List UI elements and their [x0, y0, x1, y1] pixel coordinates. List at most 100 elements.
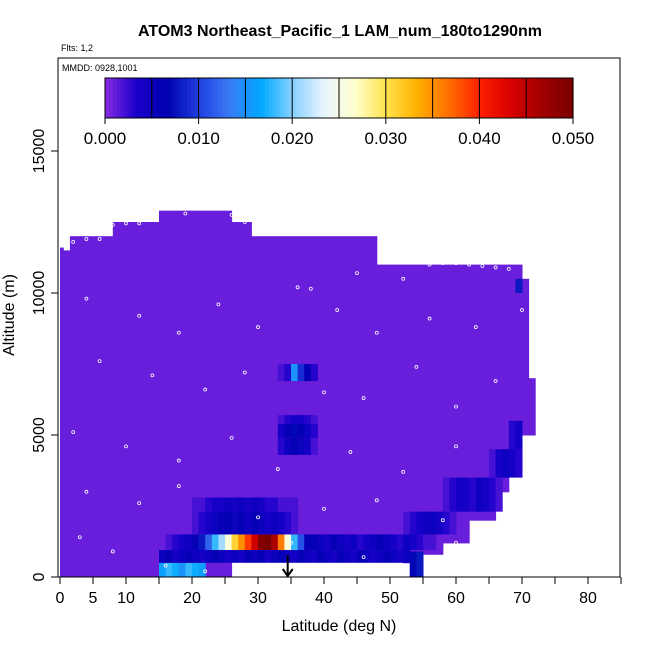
- feature-2-cell-26: [403, 550, 411, 563]
- feature-13-cell-0: [277, 437, 285, 455]
- feature-7-cell-9: [251, 511, 259, 535]
- feature-8-cell-1: [198, 497, 206, 512]
- feature-2-cell-9: [291, 550, 299, 563]
- feature-4-cell-7: [205, 534, 213, 551]
- coverage-block-12: [423, 264, 444, 555]
- sample-point-28: [374, 330, 379, 335]
- colorbar-segment-19: [179, 78, 184, 118]
- sample-point-24: [176, 330, 181, 335]
- colorbar-segment-82: [424, 78, 430, 118]
- colorbar-segment-80: [417, 78, 422, 118]
- feature-5-cell-4: [244, 534, 252, 551]
- colorbar-segment-11: [147, 78, 153, 118]
- colorbar-segment-63: [350, 78, 356, 118]
- feature-15-cell-4: [304, 415, 312, 424]
- coverage-block-2: [69, 236, 114, 578]
- feature-0-cell-2: [172, 562, 180, 577]
- colorbar-segment-111: [537, 78, 543, 118]
- sample-point-49: [84, 489, 89, 494]
- colorbar-segment-101: [498, 78, 504, 118]
- feature-5-cell-0: [218, 534, 226, 551]
- feature-7-cell-13: [277, 511, 285, 535]
- colorbar-segment-115: [553, 78, 558, 118]
- feature-8-cell-8: [244, 497, 252, 512]
- sample-point-33: [150, 373, 155, 378]
- sample-point-23: [137, 313, 142, 318]
- sample-point-62: [388, 568, 392, 572]
- feature-0-cell-0: [159, 562, 167, 577]
- feature-7-cell-11: [264, 511, 272, 535]
- sample-point-6: [183, 211, 188, 216]
- colorbar-tick-label-0: 0.000: [84, 129, 127, 148]
- feature-8-cell-7: [238, 497, 246, 512]
- colorbar-segment-116: [557, 78, 562, 118]
- feature-10-cell-6: [482, 477, 490, 512]
- feature-0-cell-6: [198, 562, 206, 577]
- feature-2-cell-4: [258, 550, 266, 563]
- sample-point-16: [493, 265, 498, 270]
- colorbar-segment-21: [186, 78, 192, 118]
- colorbar-segment-24: [198, 78, 204, 118]
- feature-5-cell-11: [291, 534, 299, 551]
- colorbar-segment-96: [479, 78, 484, 118]
- feature-7-cell-15: [291, 511, 299, 535]
- colorbar-segment-100: [495, 78, 500, 118]
- feature-1-cell-2: [172, 550, 180, 563]
- feature-7-cell-7: [238, 511, 246, 535]
- feature-10-cell-3: [462, 477, 470, 512]
- colorbar-segment-62: [346, 78, 352, 118]
- colorbar-segment-33: [233, 78, 239, 118]
- feature-4-cell-3: [178, 534, 186, 551]
- sample-point-41: [71, 430, 76, 435]
- feature-6-cell-15: [409, 534, 417, 551]
- sample-point-25: [216, 302, 221, 307]
- feature-6-cell-9: [370, 534, 378, 551]
- feature-14-cell-0: [277, 423, 285, 438]
- y-tick-label-2: 10000: [31, 271, 48, 316]
- sample-point-31: [520, 308, 524, 312]
- feature-8-cell-5: [225, 497, 233, 512]
- colorbar-segment-95: [475, 78, 480, 118]
- colorbar-segment-46: [284, 78, 289, 118]
- feature-6-cell-10: [376, 534, 384, 551]
- feature-10-cell-4: [469, 477, 477, 512]
- colorbar-segment-6: [128, 78, 133, 118]
- feature-10-cell-7: [489, 477, 497, 512]
- sample-point-47: [401, 470, 406, 474]
- feature-13-cell-2: [291, 437, 299, 455]
- x-tick-label-0: 0: [56, 590, 65, 607]
- sample-point-21: [401, 276, 406, 281]
- feature-6-cell-1: [317, 534, 325, 551]
- feature-9-cell-2: [416, 511, 424, 535]
- feature-2-cell-19: [357, 550, 365, 563]
- feature-4-cell-5: [192, 534, 200, 551]
- feature-10-cell-1: [449, 477, 457, 512]
- colorbar-segment-41: [264, 78, 270, 118]
- feature-16-cell-5: [310, 364, 318, 382]
- feature-0-cell-5: [192, 562, 200, 577]
- sample-point-61: [361, 555, 366, 560]
- sample-point-19: [308, 286, 313, 291]
- colorbar-segment-51: [303, 78, 309, 118]
- colorbar-tick-label-2: 0.020: [271, 129, 314, 148]
- colorbar-segment-40: [261, 78, 266, 118]
- feature-2-cell-20: [363, 550, 371, 563]
- colorbar-segment-105: [514, 78, 519, 118]
- sample-point-7: [229, 212, 234, 217]
- colorbar-segment-20: [183, 78, 188, 118]
- feature-16-cell-3: [297, 364, 305, 382]
- feature-1-cell-0: [159, 550, 167, 563]
- colorbar-segment-0: [105, 78, 110, 118]
- feature-6-cell-3: [330, 534, 338, 551]
- feature-6-cell-13: [396, 534, 404, 551]
- feature-8-cell-11: [264, 497, 272, 512]
- sample-point-0: [71, 239, 76, 244]
- colorbar-segment-49: [296, 78, 301, 118]
- feature-0-cell-1: [165, 562, 173, 577]
- sample-point-20: [355, 271, 359, 276]
- colorbar-segment-9: [140, 78, 145, 118]
- colorbar-segment-69: [374, 78, 379, 118]
- colorbar-segment-34: [237, 78, 243, 118]
- coverage-block-7: [251, 236, 292, 550]
